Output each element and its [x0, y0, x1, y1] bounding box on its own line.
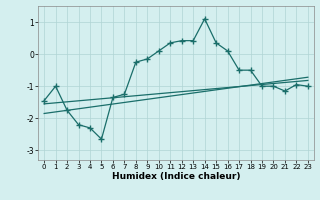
X-axis label: Humidex (Indice chaleur): Humidex (Indice chaleur) — [112, 172, 240, 181]
